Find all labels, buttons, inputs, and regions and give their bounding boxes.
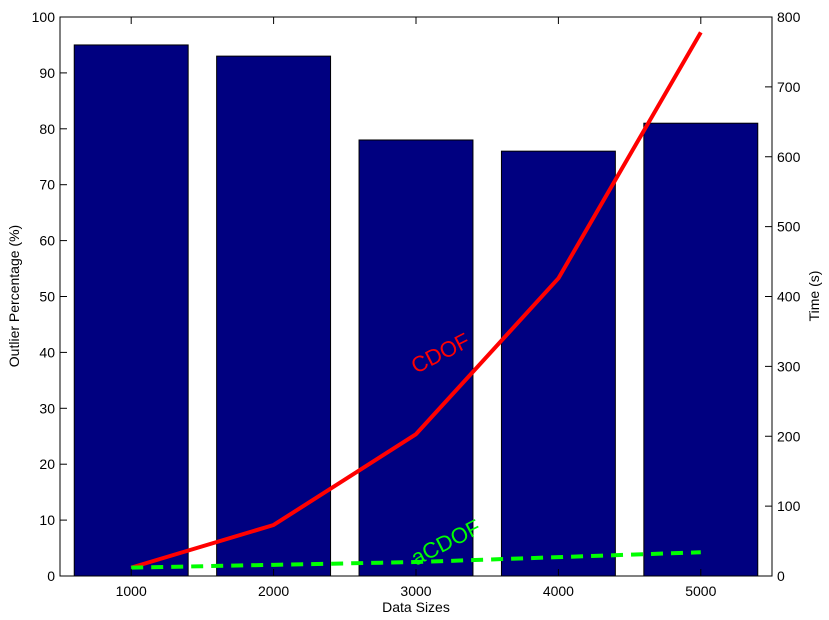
left-tick-label: 70 <box>39 177 55 193</box>
right-tick-label: 800 <box>777 9 801 25</box>
right-tick-label: 200 <box>777 428 801 444</box>
x-tick-label: 5000 <box>685 583 716 599</box>
bar-1000 <box>73 44 189 577</box>
right-tick-label: 700 <box>777 79 801 95</box>
right-tick-label: 100 <box>777 498 801 514</box>
bar-4000 <box>500 150 616 577</box>
left-tick-label: 40 <box>39 344 55 360</box>
right-tick-label: 600 <box>777 149 801 165</box>
left-tick-label: 20 <box>39 456 55 472</box>
x-axis-title: Data Sizes <box>382 599 450 615</box>
x-tick-label: 2000 <box>258 583 289 599</box>
left-tick-label: 50 <box>39 289 55 305</box>
right-y-axis-title: Time (s) <box>806 271 822 322</box>
axes-group: 0102030405060708090100010020030040050060… <box>32 9 801 599</box>
left-tick-label: 90 <box>39 65 55 81</box>
bar-3000 <box>358 139 474 577</box>
bar-2000 <box>216 55 332 577</box>
left-tick-label: 80 <box>39 121 55 137</box>
cdof-line <box>130 31 703 570</box>
x-tick-label: 3000 <box>400 583 431 599</box>
left-tick-label: 0 <box>47 568 55 584</box>
right-tick-label: 500 <box>777 219 801 235</box>
left-tick-label: 60 <box>39 233 55 249</box>
right-tick-label: 400 <box>777 289 801 305</box>
left-y-axis-title: Outlier Percentage (%) <box>6 225 22 367</box>
left-tick-label: 10 <box>39 512 55 528</box>
left-tick-label: 30 <box>39 400 55 416</box>
x-tick-label: 1000 <box>116 583 147 599</box>
x-tick-label: 4000 <box>543 583 574 599</box>
right-tick-label: 0 <box>777 568 785 584</box>
left-tick-label: 100 <box>32 9 56 25</box>
lines-group <box>130 31 703 570</box>
acdof-line <box>131 550 701 570</box>
bar-5000 <box>643 122 759 577</box>
right-tick-label: 300 <box>777 358 801 374</box>
bars-group <box>73 44 759 577</box>
